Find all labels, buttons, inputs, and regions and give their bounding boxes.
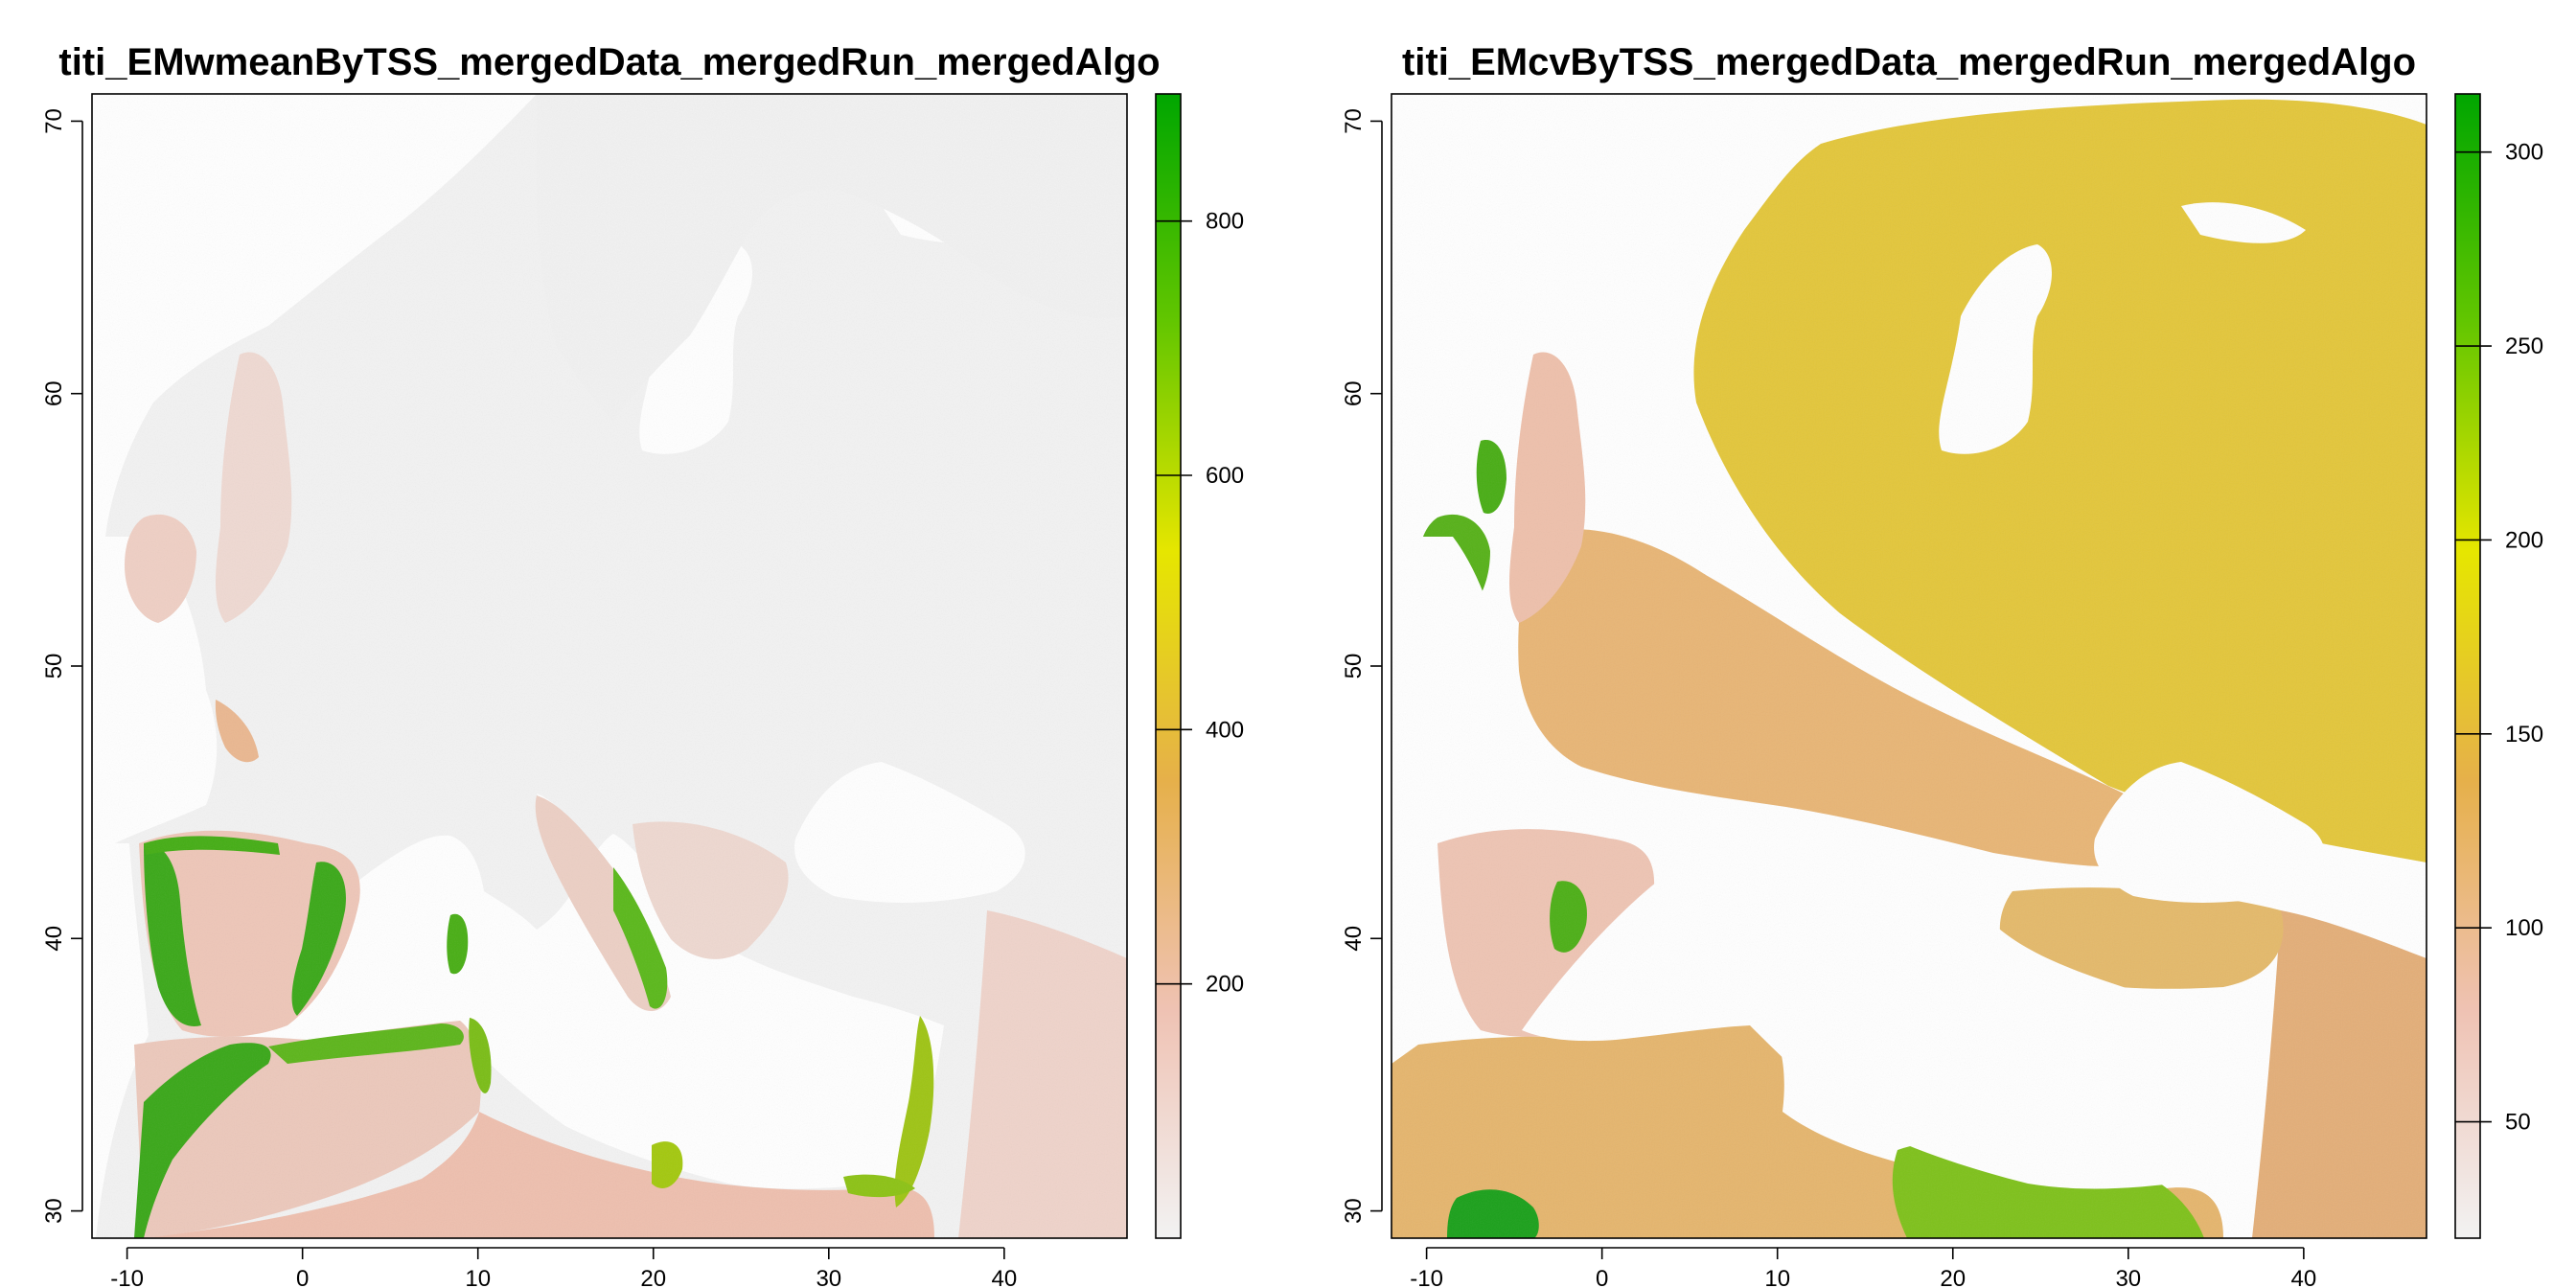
panel-1-raster <box>92 94 1127 1238</box>
panel-2-y-axis: 30 40 50 60 70 <box>1341 108 1383 1224</box>
panel-2-x-tick-label: -10 <box>1410 1266 1443 1288</box>
panel-1-x-axis: -10 0 10 20 30 40 <box>110 1247 1018 1288</box>
panel-2-y-tick-label: 30 <box>1341 1198 1367 1224</box>
panel-1: titi_EMwmeanByTSS_mergedData_mergedRun_m… <box>41 41 1244 1288</box>
panel-1-legend-bar <box>1155 93 1182 1239</box>
panel-2-x-axis: -10 0 10 20 30 40 <box>1410 1247 2317 1288</box>
panel-1-y-tick-label: 50 <box>41 654 67 679</box>
panel-2-legend-bar <box>2454 93 2481 1239</box>
panel-2-x-tick-label: 30 <box>2115 1266 2141 1288</box>
panel-2-x-tick-label: 20 <box>1940 1266 1966 1288</box>
panel-2-raster <box>1392 94 2426 1238</box>
panel-1-x-tick-label: 40 <box>992 1266 1018 1288</box>
panel-2-y-tick-label: 50 <box>1341 654 1367 679</box>
panel-2-x-tick-label: 10 <box>1764 1266 1790 1288</box>
panel-1-y-tick-label: 60 <box>41 380 67 406</box>
panel-1-x-tick-label: 20 <box>640 1266 666 1288</box>
panel-1-legend-tick-label: 800 <box>1206 209 1244 235</box>
panel-1-y-axis: 30 40 50 60 70 <box>41 108 83 1224</box>
panel-1-legend-tick-label: 200 <box>1206 972 1244 998</box>
panel-1-y-tick-label: 70 <box>41 108 67 134</box>
panel-1-x-tick-label: 0 <box>296 1266 309 1288</box>
panel-2-title: titi_EMcvByTSS_mergedData_mergedRun_merg… <box>1402 41 2416 83</box>
panel-2-x-tick-label: 0 <box>1596 1266 1608 1288</box>
panel-2-texture <box>1392 94 2426 1238</box>
panel-2-legend-tick-label: 100 <box>2505 915 2543 941</box>
panel-1-legend-tick-label: 600 <box>1206 463 1244 489</box>
panel-2-legend-ticks: 50 100 150 200 250 300 <box>2455 140 2543 1136</box>
panel-1-legend-ticks: 200 400 600 800 <box>1156 209 1244 998</box>
panel-2-plot-frame <box>1391 93 2427 1239</box>
panel-2-legend-tick-label: 200 <box>2505 527 2543 553</box>
panel-2-legend-tick-label: 50 <box>2505 1110 2531 1136</box>
panel-1-x-tick-label: 10 <box>465 1266 491 1288</box>
panel-1-legend: 200 400 600 800 <box>1155 93 1244 1239</box>
panel-1-y-tick-label: 40 <box>41 926 67 952</box>
panel-1-texture <box>92 94 1127 1238</box>
panel-1-x-tick-label: -10 <box>110 1266 144 1288</box>
panel-2-legend-tick-label: 300 <box>2505 140 2543 166</box>
panel-1-plot-frame <box>91 93 1128 1239</box>
panel-2: titi_EMcvByTSS_mergedData_mergedRun_merg… <box>1341 41 2543 1288</box>
panel-2-y-tick-label: 70 <box>1341 108 1367 134</box>
panel-1-title: titi_EMwmeanByTSS_mergedData_mergedRun_m… <box>58 41 1160 83</box>
panel-2-legend: 50 100 150 200 250 300 <box>2454 93 2543 1239</box>
panel-2-legend-tick-label: 150 <box>2505 722 2543 748</box>
panel-2-legend-tick-label: 250 <box>2505 334 2543 359</box>
panel-1-y-tick-label: 30 <box>41 1198 67 1224</box>
panel-2-x-tick-label: 40 <box>2291 1266 2317 1288</box>
panel-2-y-tick-label: 40 <box>1341 926 1367 952</box>
panel-1-x-tick-label: 30 <box>816 1266 841 1288</box>
panel-2-y-tick-label: 60 <box>1341 380 1367 406</box>
panel-1-legend-tick-label: 400 <box>1206 717 1244 743</box>
